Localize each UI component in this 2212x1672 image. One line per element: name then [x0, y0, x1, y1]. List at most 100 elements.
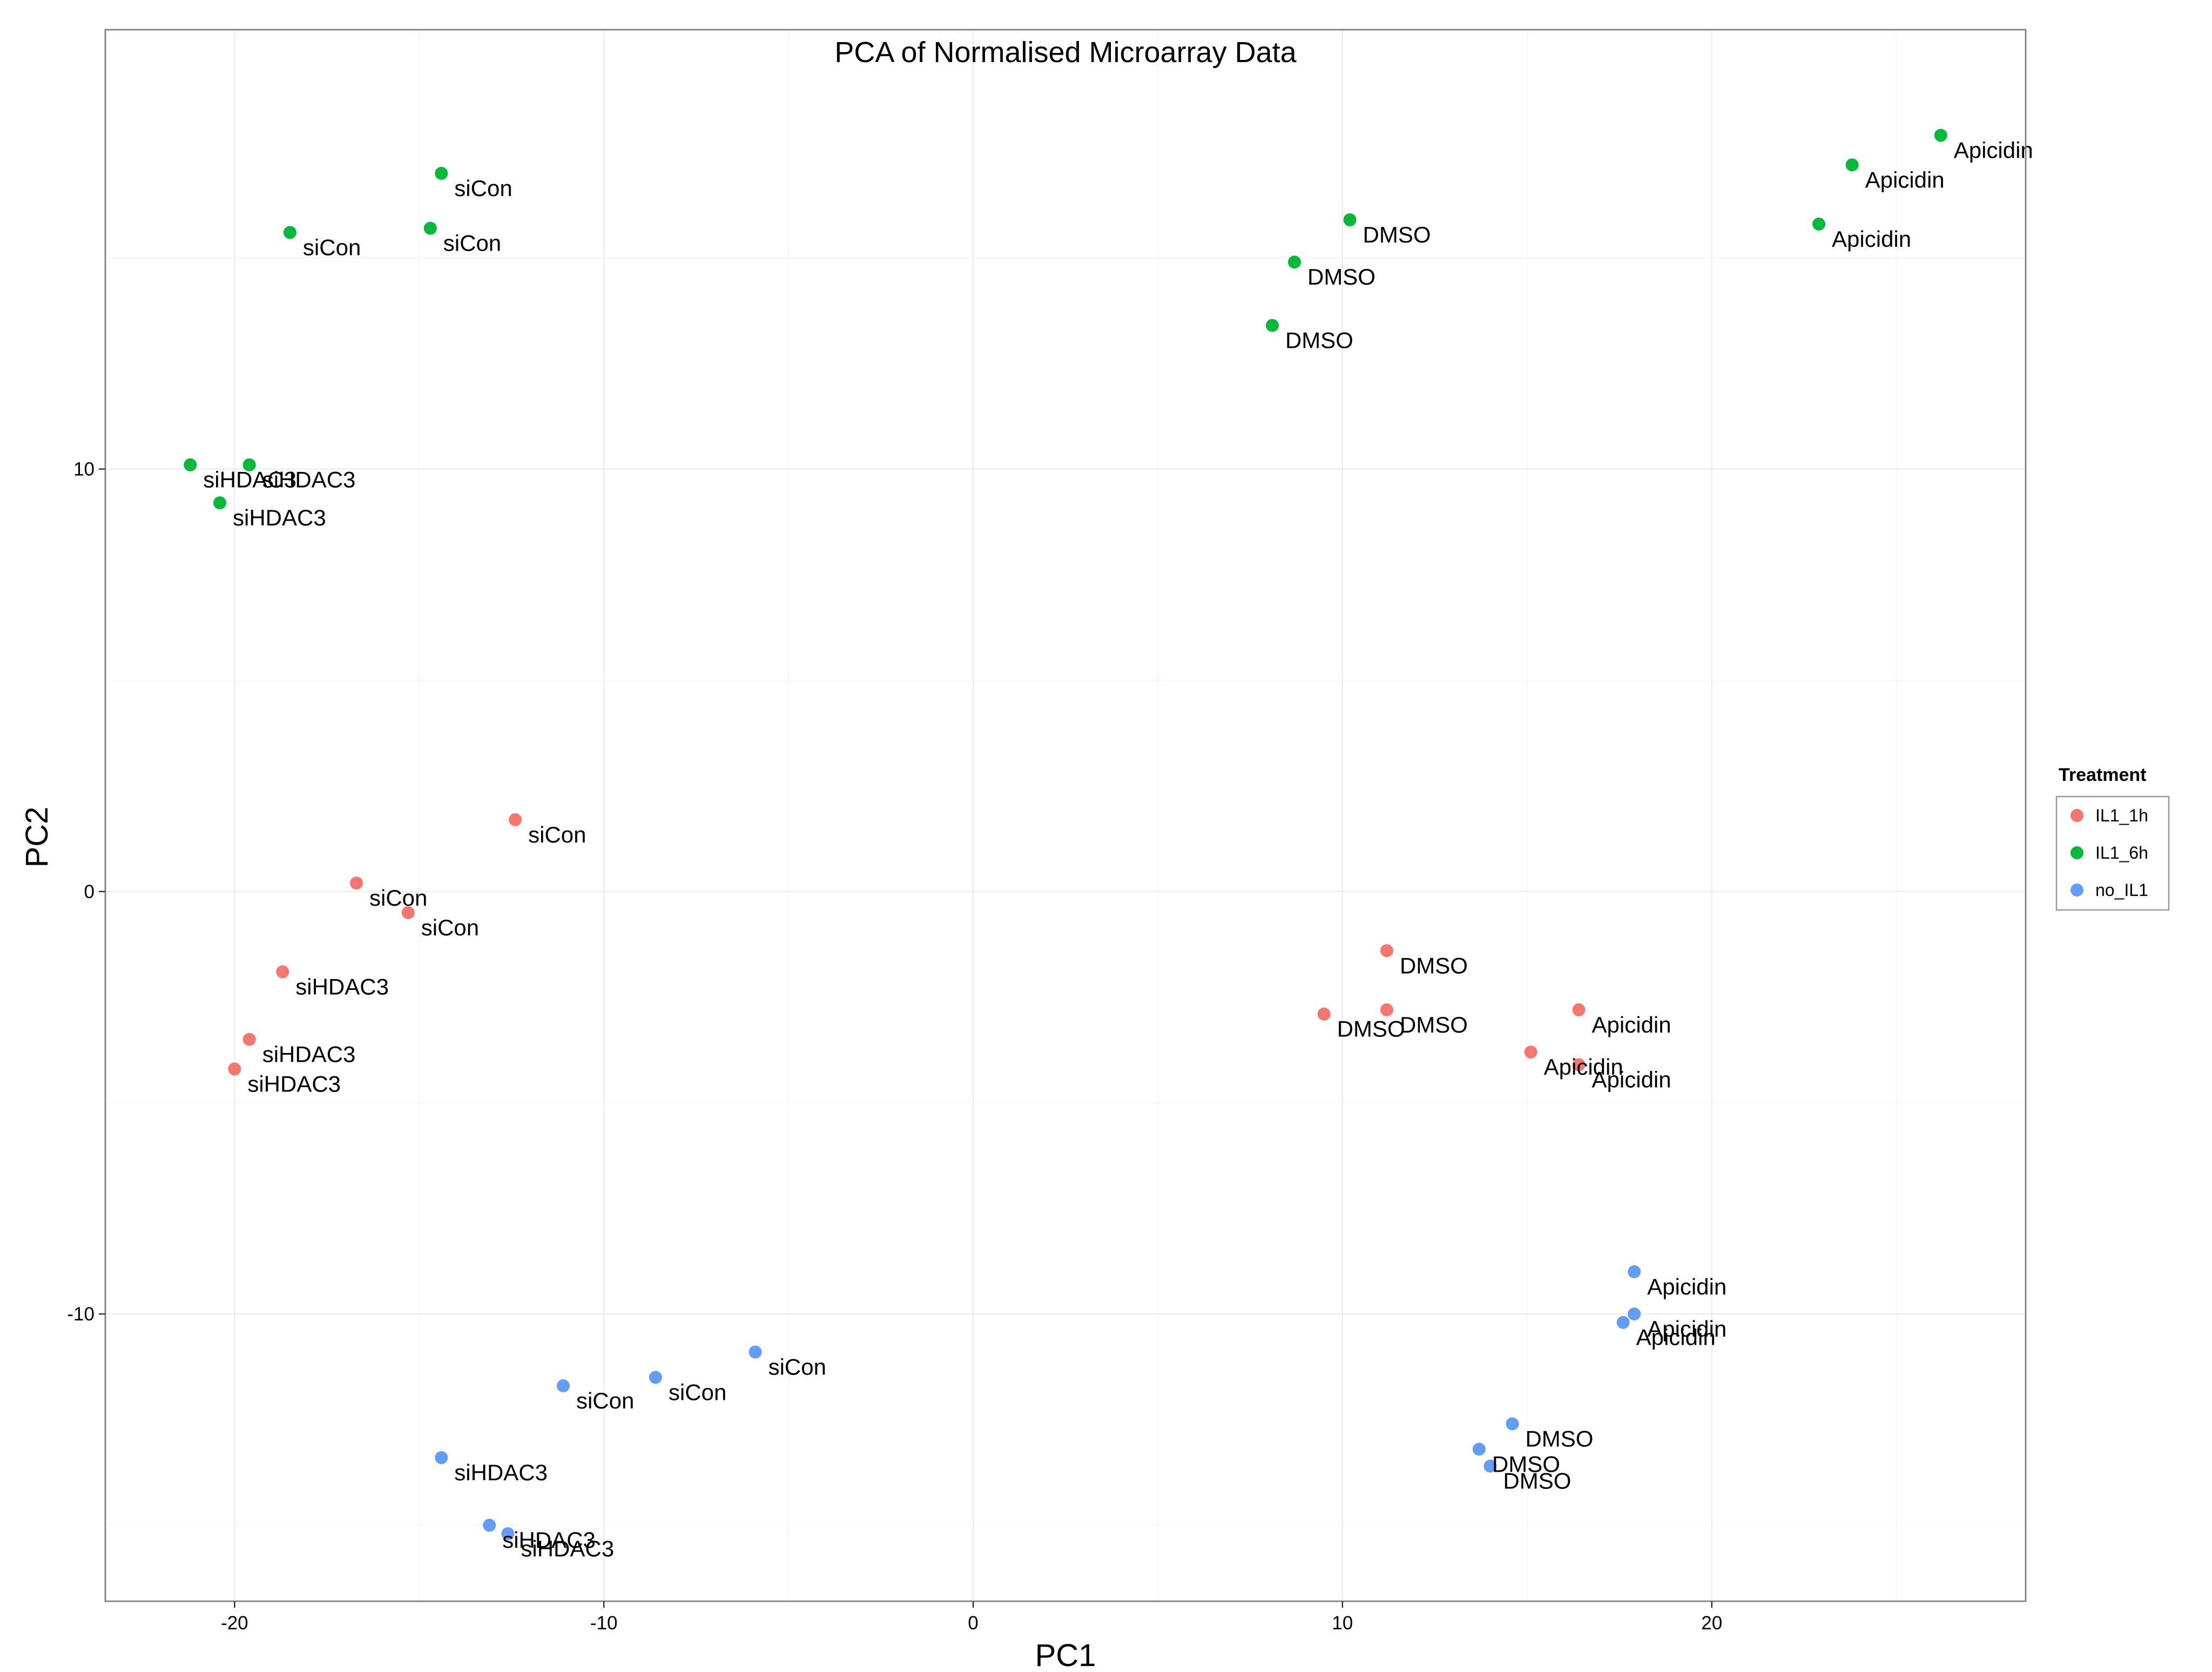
data-point [276, 965, 289, 979]
minor-gridlines [105, 30, 2026, 1601]
x-tick-label: 20 [1701, 1613, 1722, 1634]
data-point [1812, 217, 1826, 231]
plot-panel-border [104, 29, 2027, 1602]
point-label: DMSO [1503, 1468, 1571, 1494]
point-label: DMSO [1492, 1451, 1560, 1477]
point-label: DMSO [1400, 953, 1468, 978]
data-point [435, 1451, 448, 1465]
point-label: siCon [421, 915, 479, 940]
chart-title: PCA of Normalised Microarray Data [834, 36, 1297, 69]
point-label: Apicidin [1636, 1325, 1716, 1350]
point-label: siCon [443, 231, 501, 256]
point-label: siHDAC3 [203, 467, 296, 493]
legend-label: IL1_6h [2095, 843, 2148, 862]
data-point [283, 226, 296, 239]
data-point [748, 1345, 762, 1359]
data-point [1265, 319, 1279, 332]
point-label: Apicidin [1647, 1274, 1727, 1299]
data-point [1628, 1265, 1641, 1278]
data-point [1934, 129, 1947, 142]
data-point [483, 1519, 496, 1532]
y-tick-label: -10 [67, 1304, 95, 1325]
data-point [1506, 1417, 1519, 1431]
data-points [184, 129, 1947, 1540]
point-label: DMSO [1285, 328, 1353, 353]
x-tick-label: -10 [590, 1613, 618, 1634]
y-tick-label: 0 [84, 881, 95, 902]
data-point [242, 458, 256, 471]
point-label: siCon [768, 1354, 826, 1379]
point-label: siCon [576, 1388, 634, 1413]
point-label: Apicidin [1954, 138, 2033, 163]
legend-title: Treatment [2059, 765, 2147, 785]
legend: Treatment IL1_1h IL1_6h no_IL1 [2055, 765, 2170, 911]
legend-key [2071, 809, 2083, 822]
point-label: siHDAC3 [262, 1042, 356, 1067]
legend-items: IL1_1h IL1_6h no_IL1 [2071, 806, 2148, 900]
point-label: siCon [669, 1379, 726, 1405]
data-point [1287, 255, 1301, 269]
y-axis: -10 0 10 [67, 459, 105, 1325]
data-point [184, 458, 197, 471]
point-label: DMSO [1525, 1426, 1593, 1451]
data-point [501, 1527, 515, 1540]
point-label: Apicidin [1865, 167, 1945, 192]
point-label: siHDAC3 [295, 974, 389, 999]
legend-label: IL1_1h [2095, 806, 2148, 825]
data-point [649, 1371, 662, 1384]
point-label: siHDAC3 [233, 505, 326, 530]
point-label: siHDAC3 [262, 467, 356, 493]
point-label: siHDAC3 [502, 1527, 596, 1553]
data-point [213, 496, 226, 510]
data-point [1572, 1003, 1586, 1016]
point-label: siCon [369, 885, 427, 911]
major-gridlines [105, 30, 2026, 1601]
point-label: Apicidin [1592, 1012, 1671, 1037]
legend-key [2071, 884, 2083, 896]
data-point [1380, 944, 1393, 958]
data-point [228, 1062, 241, 1076]
point-label: Apicidin [1544, 1054, 1623, 1080]
data-point [1572, 1058, 1586, 1071]
data-point [423, 221, 437, 235]
legend-key [2071, 846, 2083, 859]
x-tick-label: 0 [968, 1613, 978, 1634]
data-point [1628, 1307, 1641, 1321]
data-point [435, 166, 448, 180]
y-axis-title: PC2 [19, 807, 55, 868]
data-point [1483, 1459, 1497, 1473]
data-point [401, 906, 415, 919]
data-point [1524, 1046, 1537, 1059]
legend-label: no_IL1 [2095, 880, 2148, 900]
data-point [556, 1379, 570, 1393]
point-label: siHDAC3 [247, 1071, 341, 1096]
data-point [242, 1033, 256, 1046]
point-label: DMSO [1307, 264, 1375, 289]
point-label: siCon [454, 176, 512, 201]
x-axis: -20 -10 0 10 20 [221, 1601, 1722, 1634]
point-label: Apicidin [1592, 1067, 1671, 1093]
point-label: siCon [528, 822, 586, 847]
y-tick-label: 10 [73, 459, 95, 480]
point-label: Apicidin [1832, 226, 1911, 252]
data-point [1317, 1007, 1331, 1021]
point-label: DMSO [1337, 1016, 1405, 1042]
point-label: siCon [303, 234, 361, 260]
point-label: Apicidin [1647, 1316, 1727, 1341]
data-point [1845, 158, 1859, 172]
data-point [1472, 1442, 1486, 1456]
plot-panel [104, 29, 2027, 1602]
point-label: DMSO [1400, 1012, 1468, 1037]
data-point [509, 813, 522, 826]
data-point [1343, 213, 1357, 227]
x-tick-label: -20 [221, 1613, 248, 1634]
data-point [1616, 1316, 1630, 1329]
x-tick-label: 10 [1332, 1613, 1353, 1634]
data-point [1380, 1003, 1393, 1016]
point-label: siHDAC3 [454, 1460, 548, 1485]
x-axis-title: PC1 [1035, 1638, 1096, 1672]
data-point [350, 877, 363, 890]
point-label: siHDAC3 [521, 1536, 614, 1561]
point-label: DMSO [1363, 222, 1431, 247]
